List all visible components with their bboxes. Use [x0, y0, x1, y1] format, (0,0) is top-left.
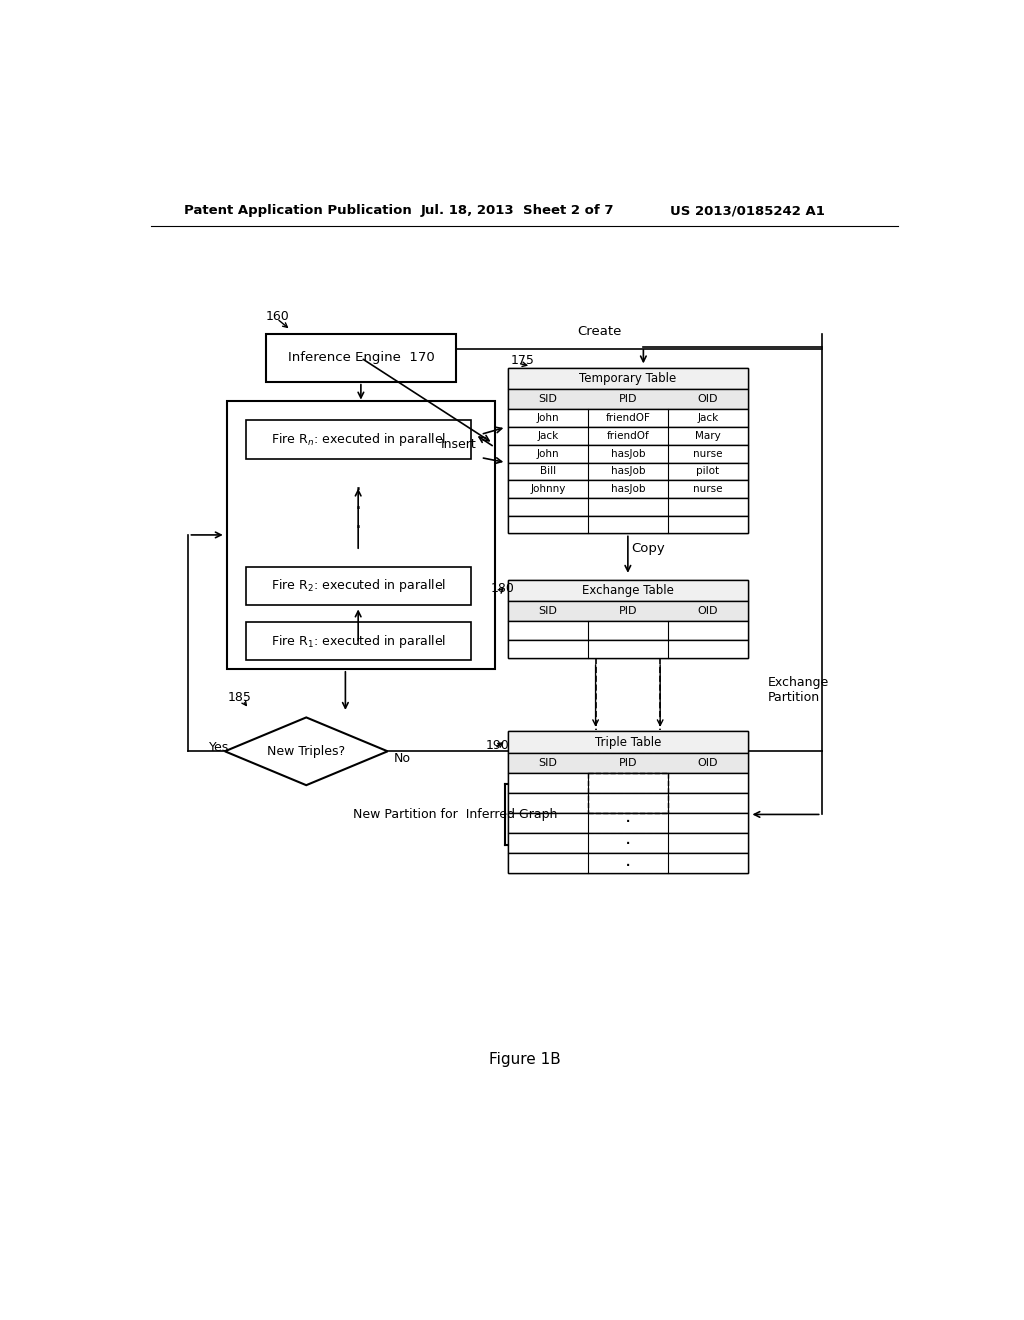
Bar — [246, 420, 471, 459]
Text: Inference Engine  170: Inference Engine 170 — [288, 351, 434, 364]
Text: Sheet 2 of 7: Sheet 2 of 7 — [523, 205, 613, 218]
Bar — [508, 813, 748, 833]
Bar — [508, 731, 748, 752]
Text: 185: 185 — [227, 690, 251, 704]
Bar — [508, 462, 748, 480]
Text: Fire R$_1$: executed in parallel: Fire R$_1$: executed in parallel — [270, 632, 445, 649]
Text: ·: · — [354, 517, 361, 539]
Text: US 2013/0185242 A1: US 2013/0185242 A1 — [671, 205, 825, 218]
Bar — [508, 752, 748, 774]
Bar — [508, 445, 748, 462]
Text: ·: · — [354, 479, 361, 499]
Text: PID: PID — [618, 395, 637, 404]
Text: SID: SID — [539, 606, 557, 616]
Text: Temporary Table: Temporary Table — [580, 372, 677, 385]
Bar — [508, 480, 748, 498]
Bar — [508, 579, 748, 659]
Text: 160: 160 — [266, 310, 290, 323]
Text: Triple Table: Triple Table — [595, 735, 662, 748]
Text: Copy: Copy — [632, 543, 666, 556]
Text: Bill: Bill — [540, 466, 556, 477]
Text: John: John — [537, 449, 559, 458]
Text: OID: OID — [697, 758, 718, 768]
Text: nurse: nurse — [693, 449, 723, 458]
Text: John: John — [537, 413, 559, 424]
Text: SID: SID — [539, 395, 557, 404]
Text: Yes: Yes — [209, 741, 229, 754]
Text: Johnny: Johnny — [530, 484, 565, 494]
Text: PID: PID — [618, 758, 637, 768]
Bar — [508, 428, 748, 445]
Bar — [508, 368, 748, 389]
Text: Jack: Jack — [538, 432, 558, 441]
Text: SID: SID — [539, 758, 557, 768]
Text: Create: Create — [578, 325, 622, 338]
Bar — [508, 409, 748, 428]
Bar — [508, 853, 748, 873]
Bar — [266, 334, 456, 381]
Text: Fire R$_2$: executed in parallel: Fire R$_2$: executed in parallel — [270, 577, 445, 594]
Text: ·: · — [354, 499, 361, 519]
Bar — [227, 401, 495, 669]
Text: Fire R$_n$: executed in parallel: Fire R$_n$: executed in parallel — [270, 430, 445, 447]
Bar — [508, 389, 748, 409]
Polygon shape — [225, 718, 388, 785]
Text: OID: OID — [697, 606, 718, 616]
Text: New Partition for  Inferred Graph: New Partition for Inferred Graph — [352, 808, 557, 821]
Text: 190: 190 — [485, 739, 509, 751]
Text: Exchange
Partition: Exchange Partition — [767, 676, 828, 705]
Bar — [246, 622, 471, 660]
Bar — [508, 601, 748, 622]
Text: Patent Application Publication: Patent Application Publication — [183, 205, 412, 218]
Bar — [508, 833, 748, 853]
Bar — [508, 731, 748, 873]
Text: friendOF: friendOF — [605, 413, 650, 424]
Bar — [508, 774, 748, 793]
Text: friendOf: friendOf — [606, 432, 649, 441]
Text: hasJob: hasJob — [610, 466, 645, 477]
Text: Figure 1B: Figure 1B — [488, 1052, 561, 1067]
Bar — [508, 368, 748, 533]
Text: Jul. 18, 2013: Jul. 18, 2013 — [421, 205, 515, 218]
Text: ·: · — [625, 836, 631, 854]
Text: 175: 175 — [511, 354, 535, 367]
Bar — [508, 516, 748, 533]
Text: Insert: Insert — [441, 438, 477, 451]
Text: ·: · — [625, 857, 631, 875]
Text: PID: PID — [618, 606, 637, 616]
Text: nurse: nurse — [693, 484, 723, 494]
Text: Mary: Mary — [695, 432, 721, 441]
Bar — [508, 640, 748, 659]
Bar — [508, 579, 748, 601]
Text: New Triples?: New Triples? — [267, 744, 345, 758]
Bar — [508, 622, 748, 640]
Bar — [508, 793, 748, 813]
Text: pilot: pilot — [696, 466, 720, 477]
Text: No: No — [394, 752, 411, 766]
Text: hasJob: hasJob — [610, 484, 645, 494]
Text: 180: 180 — [490, 582, 515, 595]
Bar — [508, 498, 748, 516]
Text: Exchange Table: Exchange Table — [582, 583, 674, 597]
Text: ·: · — [625, 813, 631, 833]
Bar — [246, 566, 471, 605]
Text: hasJob: hasJob — [610, 449, 645, 458]
Text: OID: OID — [697, 395, 718, 404]
Text: Jack: Jack — [697, 413, 719, 424]
